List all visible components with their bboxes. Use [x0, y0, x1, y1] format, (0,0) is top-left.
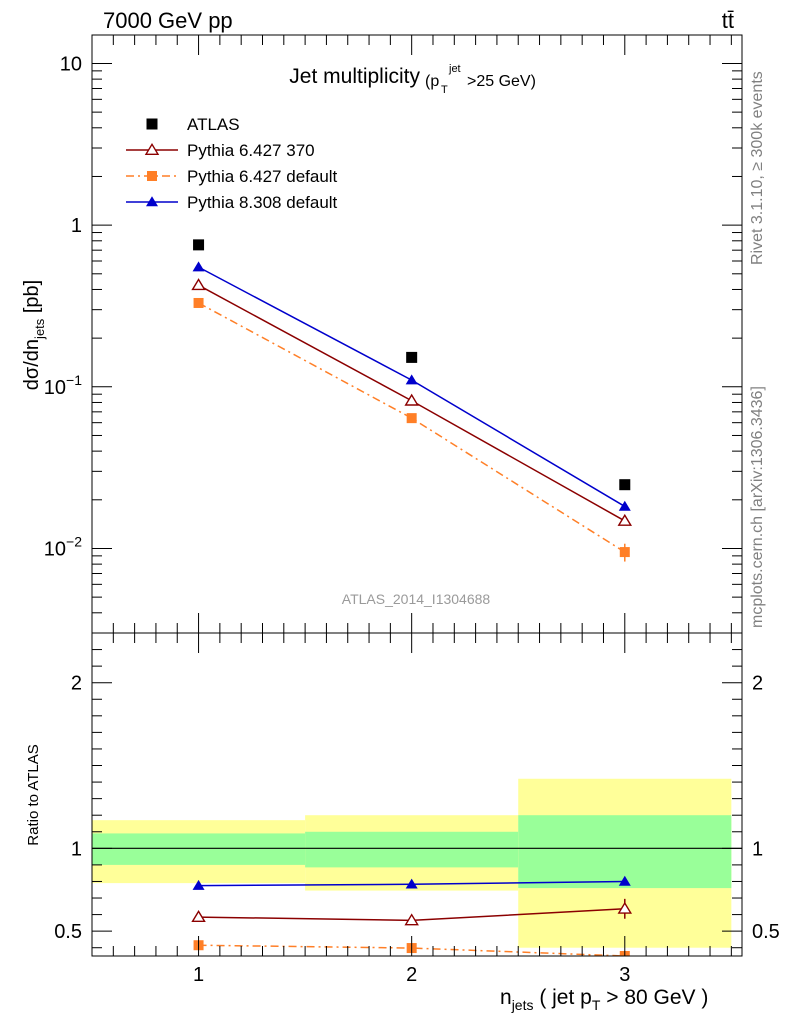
header-right: tt̄ [722, 8, 734, 33]
ratio-point-pythia-8-308-default [405, 878, 418, 889]
main-y-tick-label: 10−2 [44, 533, 82, 560]
svg-text:T: T [441, 84, 448, 96]
ratio-y-tick-label-right: 1 [752, 838, 763, 860]
header-left: 7000 GeV pp [103, 8, 233, 33]
main-point-pythia-6-427-default [406, 413, 417, 424]
ratio-y-tick-label-right: 0.5 [752, 921, 780, 943]
ratio-band-inner [305, 831, 519, 868]
svg-text:dσ/dnjets [pb]: dσ/dnjets [pb] [21, 280, 47, 390]
svg-text:>25 GeV): >25 GeV) [467, 73, 536, 90]
main-ylabel: dσ/dnjets [pb] [21, 280, 47, 390]
main-y-tick-label: 1 [71, 215, 82, 237]
ratio-point-pythia-6-427-370 [617, 901, 633, 914]
svg-text:(p: (p [425, 73, 439, 90]
ratio-y-tick-label: 0.5 [54, 921, 82, 943]
main-title: Jet multiplicity [289, 65, 420, 88]
main-point-atlas [406, 351, 418, 363]
legend-label-pythia-8-308-default: Pythia 8.308 default [187, 193, 338, 212]
ratio-point-pythia-6-427-370 [191, 910, 206, 923]
ratio-point-pythia-6-427-370 [404, 913, 419, 926]
ratio-y-tick-label: 2 [71, 673, 82, 695]
main-point-pythia-6-427-370 [404, 393, 419, 406]
svg-text:jet: jet [448, 63, 461, 75]
legend-marker-pythia-6-427-default [147, 171, 157, 181]
main-point-pythia-8-308-default [192, 261, 205, 272]
x-tick-label: 2 [406, 964, 417, 986]
ratio-point-pythia-8-308-default [618, 875, 631, 886]
legend-marker-pythia-8-308-default [146, 196, 158, 207]
main-point-pythia-8-308-default [618, 500, 631, 511]
legend-label-pythia-6-427-default: Pythia 6.427 default [187, 167, 338, 186]
ratio-line-pythia-6-427-default [198, 944, 625, 956]
analysis-id: ATLAS_2014_I1304688 [342, 591, 491, 607]
legend-label-atlas: ATLAS [187, 115, 240, 134]
mcplots-label: mcplots.cern.ch [arXiv:1306.3436] [749, 386, 766, 628]
main-point-pythia-8-308-default [405, 374, 418, 385]
legend-label-pythia-6-427-370: Pythia 6.427 370 [187, 141, 315, 160]
ratio-plot-frame [91, 632, 743, 957]
ratio-ylabel: Ratio to ATLAS [25, 744, 42, 845]
rivet-label: Rivet 3.1.10, ≥ 300k events [749, 71, 766, 265]
legend-marker-pythia-6-427-370 [144, 142, 160, 155]
main-y-tick-label: 10 [60, 53, 82, 75]
main-point-atlas [193, 239, 205, 251]
x-tick-label: 1 [193, 964, 204, 986]
main-point-pythia-6-427-370 [617, 513, 633, 526]
legend: ATLAS Pythia 6.427 370 Pythia 6.427 defaul… [126, 115, 338, 212]
x-axis-label: njets ( jet pT > 80 GeV ) [500, 986, 708, 1013]
ratio-y-tick-label-right: 2 [752, 673, 763, 695]
main-point-pythia-6-427-default [619, 547, 630, 558]
main-line-pythia-8-308-default [198, 266, 626, 508]
main-point-pythia-6-427-default [193, 297, 204, 308]
main-point-atlas [619, 479, 631, 491]
main-y-tick-label: 10−1 [44, 372, 82, 399]
svg-text:njets ( jet pT > 80 GeV ): njets ( jet pT > 80 GeV ) [500, 986, 708, 1013]
main-line-pythia-6-427-default [198, 302, 626, 553]
legend-marker-atlas [146, 118, 158, 130]
ratio-y-tick-label: 1 [71, 838, 82, 860]
x-tick-label: 3 [619, 964, 630, 986]
ratio-band-inner [92, 833, 306, 865]
ratio-point-pythia-8-308-default [192, 879, 205, 890]
main-point-pythia-6-427-370 [191, 278, 206, 291]
main-title-sub: (p jet T >25 GeV) [425, 63, 536, 96]
